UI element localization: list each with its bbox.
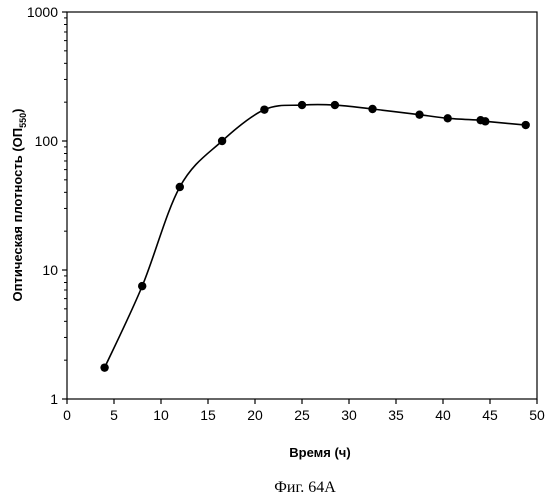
data-point bbox=[138, 282, 146, 290]
data-point bbox=[481, 117, 489, 125]
data-point bbox=[298, 101, 306, 109]
x-axis-title: Время (ч) bbox=[289, 445, 350, 460]
y-axis-title-subscript: 550 bbox=[18, 113, 28, 128]
y-tick-label: 1 bbox=[50, 391, 58, 407]
x-tick-label: 25 bbox=[294, 407, 310, 423]
x-tick-label: 10 bbox=[153, 407, 169, 423]
x-axis-ticks: 0 5 10 15 20 25 30 35 40 45 50 bbox=[63, 399, 545, 423]
y-axis-ticks: 1 10 100 1000 bbox=[27, 4, 67, 407]
data-point bbox=[100, 363, 108, 371]
y-tick-label: 10 bbox=[42, 262, 58, 278]
data-point bbox=[218, 137, 226, 145]
data-point bbox=[260, 105, 268, 113]
x-tick-label: 40 bbox=[435, 407, 451, 423]
y-tick-label: 1000 bbox=[27, 4, 58, 20]
figure-caption: Фиг. 64А bbox=[274, 479, 336, 496]
y-tick-label: 100 bbox=[35, 133, 59, 149]
data-point bbox=[331, 101, 339, 109]
x-tick-label: 5 bbox=[110, 407, 118, 423]
data-point bbox=[415, 110, 423, 118]
y-axis-title: Оптическая плотность (ОП550) bbox=[10, 109, 28, 302]
y-axis-title-end: ) bbox=[10, 109, 25, 113]
series-line bbox=[105, 105, 526, 368]
x-tick-label: 50 bbox=[529, 407, 545, 423]
data-point bbox=[176, 183, 184, 191]
x-tick-label: 35 bbox=[388, 407, 404, 423]
data-point bbox=[444, 114, 452, 122]
x-tick-label: 30 bbox=[341, 407, 357, 423]
plot-area bbox=[67, 12, 537, 399]
x-tick-label: 0 bbox=[63, 407, 71, 423]
x-tick-label: 15 bbox=[200, 407, 216, 423]
y-axis-title-main: Оптическая плотность (ОП bbox=[10, 128, 25, 302]
x-tick-label: 45 bbox=[482, 407, 498, 423]
x-tick-label: 20 bbox=[247, 407, 263, 423]
data-point bbox=[522, 121, 530, 129]
data-points bbox=[100, 101, 530, 372]
data-point bbox=[368, 105, 376, 113]
